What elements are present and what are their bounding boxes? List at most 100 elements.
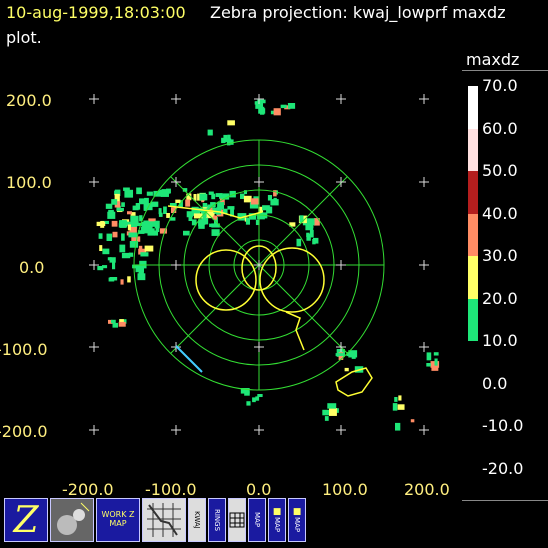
grid-cross (254, 342, 264, 352)
radar-echo-cell (186, 193, 192, 200)
radar-echo-cell (327, 403, 337, 409)
radar-echo-cell (257, 394, 263, 398)
radar-echo-cell (211, 223, 220, 228)
grid-cross (254, 260, 264, 270)
radar-echo-cell (188, 216, 193, 222)
radar-echo-cell (207, 129, 213, 136)
radar-echo-cell (227, 120, 235, 126)
radar-echo-cell (322, 409, 330, 416)
radar-echo-cell (344, 367, 349, 372)
radar-echo-cell (309, 230, 314, 238)
grid-button[interactable] (228, 498, 246, 542)
datetime-label: 10-aug-1999,18:03:00 (6, 3, 186, 22)
radar-echo-cell (255, 396, 260, 401)
radar-echo-cell (158, 212, 163, 217)
radar-echo-cell (160, 191, 169, 197)
radar-echo-cell (171, 207, 177, 213)
us-map-button-2[interactable]: ■ MAP (288, 498, 306, 542)
satellite-image-button[interactable] (50, 498, 94, 542)
radar-echo-cell (155, 226, 160, 232)
radar-echo-cell (223, 134, 228, 142)
overlay-lobe-left (195, 249, 257, 311)
radar-echo-cell (114, 201, 121, 208)
radar-echo-cell (230, 209, 234, 217)
grid-cross (419, 94, 429, 104)
radar-echo-cell (262, 205, 270, 211)
zebra-z-icon: Z (13, 499, 39, 541)
radar-echo-cell (426, 363, 431, 367)
radar-echo-cell (226, 138, 231, 146)
radar-echo-cell (138, 248, 147, 255)
radar-echo-cell (198, 219, 202, 227)
radar-echo-cell (426, 352, 432, 361)
grid-cross (254, 94, 264, 104)
radar-echo-cell (287, 103, 296, 109)
x-tick-label: -100.0 (145, 480, 197, 499)
radar-echo-cell (433, 352, 439, 356)
work-map-button[interactable]: WORK Z MAP (96, 498, 140, 542)
legend-title: maxdz (466, 50, 520, 69)
map-button-1[interactable]: MAP (248, 498, 266, 542)
grid-cross (336, 260, 346, 270)
radar-echo-cell (397, 404, 405, 410)
zebra-logo-button[interactable]: Z (4, 498, 48, 542)
radar-echo-cell (140, 252, 149, 257)
radar-echo-cell (148, 221, 156, 227)
radar-echo-cell (130, 215, 139, 224)
radar-echo-cell (338, 352, 344, 360)
radar-echo-cell (199, 194, 208, 201)
satellite-icon (51, 499, 93, 541)
radar-echo-cell (267, 195, 273, 201)
x-tick-label: 100.0 (322, 480, 368, 499)
grid-map-button[interactable] (142, 498, 186, 542)
radar-echo-cell (98, 233, 103, 239)
grid-cross (89, 260, 99, 270)
radar-echo-cell (313, 237, 319, 244)
radar-echo-cell (108, 319, 113, 324)
radar-echo-cell (240, 388, 250, 394)
grid-cross (254, 177, 264, 187)
radar-echo-cell (112, 261, 116, 270)
radar-echo-cell (120, 279, 124, 285)
kwaj-button[interactable]: KWAJ (188, 498, 206, 542)
radar-echo-cell (147, 228, 155, 236)
radar-echo-cell (130, 212, 136, 216)
radar-echo-cell (185, 199, 191, 207)
radar-echo-cell (243, 195, 252, 203)
radar-echo-cell (128, 252, 134, 257)
radar-echo-cell (123, 187, 130, 191)
grid-cross (254, 425, 264, 435)
radar-echo-cell (219, 197, 225, 206)
radar-echo-cell (111, 220, 118, 227)
legend-swatch (468, 128, 478, 171)
legend-label: 60.0 (482, 118, 518, 138)
radar-echo-cell (108, 277, 115, 282)
radar-echo-cell (166, 213, 170, 218)
legend-swatch (468, 256, 478, 299)
grid-cross (336, 94, 346, 104)
rings-button[interactable]: RINGS (208, 498, 226, 542)
legend-divider-bottom (462, 500, 548, 501)
radar-echo-cell (211, 194, 216, 200)
overlay-island (335, 367, 373, 397)
y-tick-label: 200.0 (6, 91, 52, 110)
legend-label: 50.0 (482, 161, 518, 180)
radar-echo-cell (193, 194, 197, 201)
radar-echo-cell (169, 217, 176, 221)
radar-echo-cell (434, 358, 438, 366)
radar-echo-cell (97, 266, 104, 271)
radar-echo-cell (161, 189, 167, 194)
radar-echo-cell (398, 395, 402, 401)
radar-echo-cell (169, 203, 177, 207)
y-tick-label: -100.0 (0, 340, 48, 359)
radar-echo-cell (210, 202, 216, 208)
radar-echo-cell (305, 223, 314, 231)
radar-echo-cell (246, 401, 251, 406)
radar-echo-cell (202, 203, 208, 208)
legend-label: 40.0 (482, 203, 518, 223)
grid-cross (89, 425, 99, 435)
us-map-button-1[interactable]: ■ MAP (268, 498, 286, 542)
x-tick-label: 0.0 (246, 480, 272, 499)
radar-echo-cell (111, 199, 118, 205)
